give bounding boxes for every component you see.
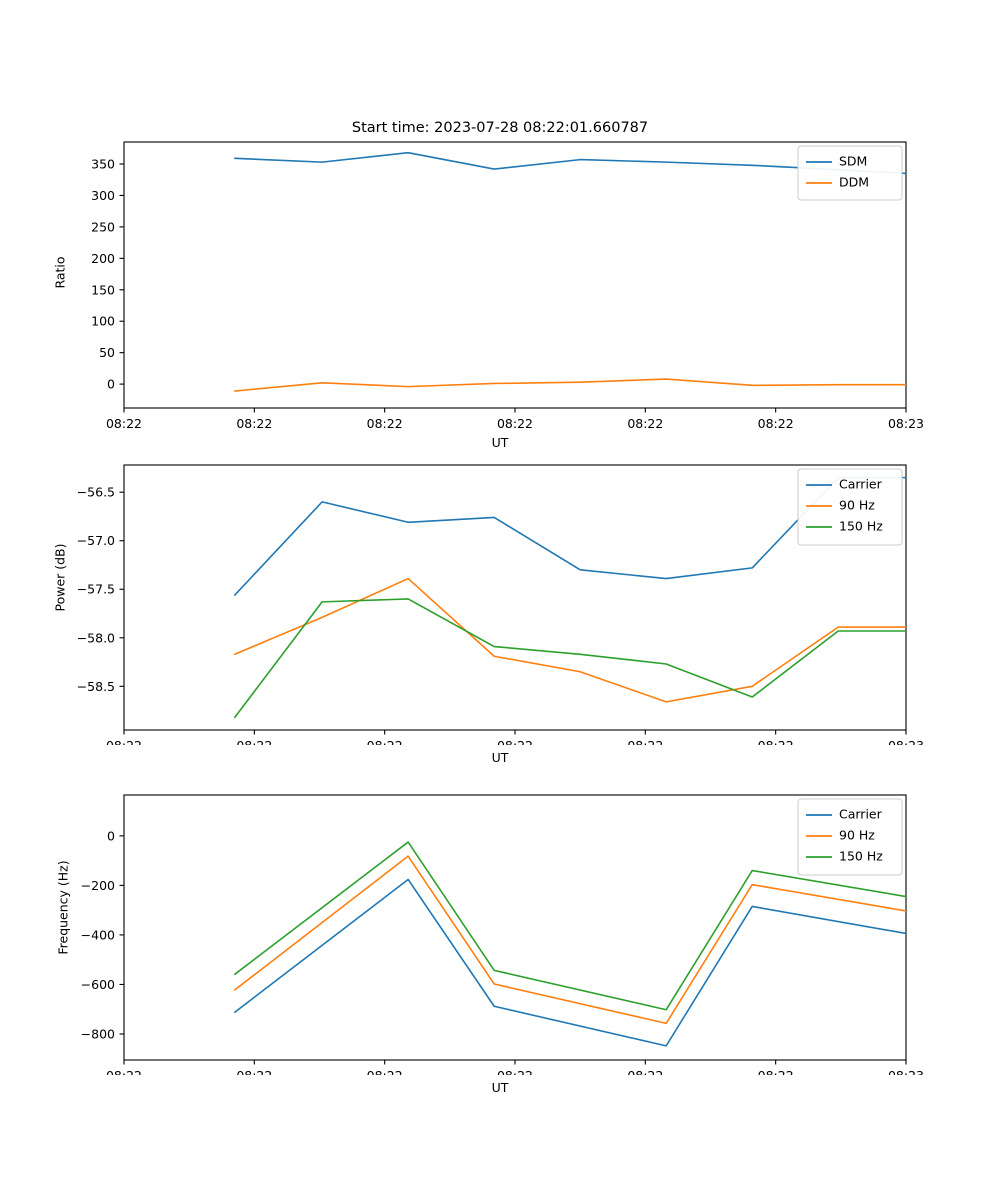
legend-label-carrier: Carrier xyxy=(839,477,883,492)
x-tick-label: 08:22 xyxy=(367,1068,403,1075)
y-tick-label: −400 xyxy=(81,927,115,942)
x-tick-label: 08:22 xyxy=(497,738,533,745)
x-tick-label: 08:22 xyxy=(236,416,272,430)
y-tick-label: −58.0 xyxy=(77,630,115,645)
chart-panel-frequency: Frequency (Hz) UT 08:2208:2208:2208:2208… xyxy=(0,785,1000,1095)
x-tick-label: 08:22 xyxy=(106,1068,142,1075)
x-tick-label: 08:22 xyxy=(106,738,142,745)
x-tick-label: 08:22 xyxy=(497,1068,533,1075)
y-axis-label-frequency: Frequency (Hz) xyxy=(55,860,71,955)
x-tick-label: 08:22 xyxy=(627,738,663,745)
series-line-150-hz xyxy=(233,841,906,1011)
series-line-90-hz xyxy=(233,855,906,1025)
y-tick-label: 100 xyxy=(91,314,115,329)
axes-frame xyxy=(123,464,907,731)
legend: Carrier 90 Hz 150 Hz xyxy=(797,468,903,546)
plot-area-power: 08:22 08:22 08:22 08:22 08:22 08:22 08:23 −56.5… xyxy=(77,464,924,745)
x-tick-label: 08:22 xyxy=(497,416,533,430)
x-tick-label: 08:22 xyxy=(236,1068,272,1075)
legend-label-sdm: SDM xyxy=(839,154,867,169)
x-tick-label: 08:22 xyxy=(627,1068,663,1075)
data-lines-group xyxy=(233,841,906,1047)
legend-label-150-hz: 150 Hz xyxy=(839,849,883,864)
x-tick-label: 08:22 xyxy=(106,416,142,430)
x-tick-label: 08:23 xyxy=(888,1068,924,1075)
x-axis-label-ut: UT xyxy=(491,750,509,765)
y-tick-label: 50 xyxy=(99,345,115,360)
y-tick-label: −200 xyxy=(81,878,115,893)
x-tick-label: 08:22 xyxy=(627,416,663,430)
y-tick-label: −58.5 xyxy=(77,679,115,694)
x-tick-label: 08:22 xyxy=(367,416,403,430)
x-tick-label: 08:22 xyxy=(367,738,403,745)
chart-panel-power: Power (dB) UT 08:2208:2208:2208:2208:220… xyxy=(0,455,1000,765)
axes-frame xyxy=(123,794,907,1061)
y-tick-label: 0 xyxy=(107,377,115,392)
legend-background xyxy=(797,798,903,876)
y-tick-label: 150 xyxy=(91,282,115,297)
legend-label-ddm: DDM xyxy=(839,175,869,190)
y-tick-label: 0 xyxy=(107,828,115,843)
y-axis-label-ratio: Ratio xyxy=(52,256,68,289)
x-tick-label: 08:23 xyxy=(888,738,924,745)
legend: SDM DDM xyxy=(797,145,903,201)
y-tick-label: −56.5 xyxy=(77,485,115,500)
x-tick-label: 08:22 xyxy=(758,1068,794,1075)
chart-panel-ratio: Start time: 2023-07-28 08:22:01.660787 R… xyxy=(0,120,1000,450)
y-tick-label: 200 xyxy=(91,251,115,266)
y-tick-label: −57.5 xyxy=(77,582,115,597)
y-tick-label: −57.0 xyxy=(77,533,115,548)
legend-label-carrier: Carrier xyxy=(839,807,883,822)
legend-background xyxy=(797,145,903,201)
x-tick-label: 08:22 xyxy=(758,416,794,430)
y-tick-label: 350 xyxy=(91,157,115,172)
x-tick-label: 08:22 xyxy=(236,738,272,745)
legend-label-150-hz: 150 Hz xyxy=(839,519,883,534)
y-tick-label: 300 xyxy=(91,188,115,203)
legend-label-90-hz: 90 Hz xyxy=(839,498,875,513)
x-tick-label: 08:23 xyxy=(888,416,924,430)
legend: Carrier 90 Hz 150 Hz xyxy=(797,798,903,876)
y-tick-label: 250 xyxy=(91,219,115,234)
legend-background xyxy=(797,468,903,546)
figure-title: Start time: 2023-07-28 08:22:01.660787 xyxy=(351,120,649,136)
series-line-carrier xyxy=(233,878,906,1047)
series-line-ddm xyxy=(233,378,906,392)
x-axis-label-ut: UT xyxy=(491,435,509,450)
series-line-90-hz xyxy=(233,577,906,703)
axes-frame xyxy=(123,141,907,409)
x-axis-label-ut: UT xyxy=(491,1080,509,1095)
plot-area-ratio: 08:22 08:22 08:22 08:22 08:22 08:22 08:23 0 50 10… xyxy=(91,141,924,430)
y-tick-label: −600 xyxy=(81,977,115,992)
series-line-150-hz xyxy=(233,598,906,719)
legend-label-90-hz: 90 Hz xyxy=(839,828,875,843)
plot-area-frequency: 08:22 08:22 08:22 08:22 08:22 08:22 08:23 0 −200… xyxy=(81,794,924,1075)
x-tick-label: 08:22 xyxy=(758,738,794,745)
y-axis-label-power: Power (dB) xyxy=(52,543,68,612)
y-tick-label: −800 xyxy=(81,1026,115,1041)
